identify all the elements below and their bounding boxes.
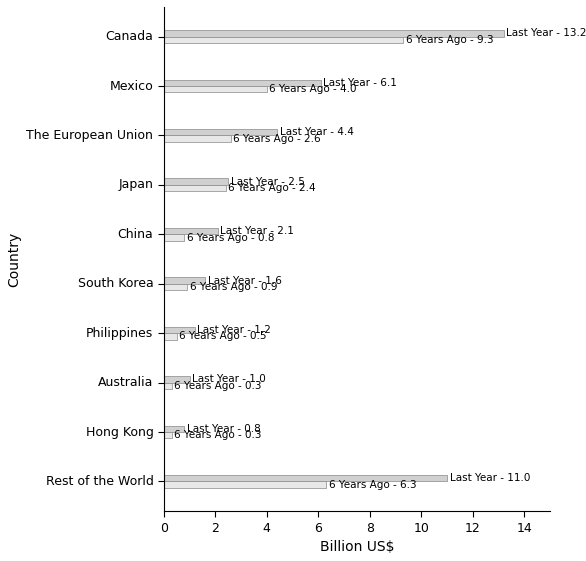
- Text: 6 Years Ago - 0.3: 6 Years Ago - 0.3: [174, 430, 261, 440]
- Bar: [164, 481, 326, 488]
- Bar: [164, 36, 403, 43]
- Bar: [164, 475, 447, 481]
- Text: 6 Years Ago - 2.6: 6 Years Ago - 2.6: [233, 134, 321, 144]
- Text: Last Year - 2.1: Last Year - 2.1: [220, 226, 294, 236]
- Text: 6 Years Ago - 2.4: 6 Years Ago - 2.4: [228, 183, 316, 193]
- Bar: [164, 376, 189, 383]
- Bar: [164, 284, 187, 290]
- Text: Last Year - 2.5: Last Year - 2.5: [231, 177, 305, 187]
- Bar: [164, 327, 195, 333]
- Text: Last Year - 13.2: Last Year - 13.2: [506, 29, 586, 38]
- Bar: [164, 30, 504, 36]
- X-axis label: Billion US$: Billion US$: [319, 540, 394, 554]
- Text: 6 Years Ago - 0.3: 6 Years Ago - 0.3: [174, 381, 261, 391]
- Bar: [164, 426, 185, 432]
- Text: 6 Years Ago - 0.5: 6 Years Ago - 0.5: [179, 332, 267, 341]
- Bar: [164, 135, 231, 142]
- Bar: [164, 228, 218, 234]
- Bar: [164, 185, 226, 191]
- Bar: [164, 178, 228, 185]
- Bar: [164, 432, 172, 439]
- Text: Last Year - 11.0: Last Year - 11.0: [449, 473, 530, 483]
- Bar: [164, 129, 277, 135]
- Text: Last Year - 6.1: Last Year - 6.1: [323, 78, 397, 88]
- Text: 6 Years Ago - 9.3: 6 Years Ago - 9.3: [406, 35, 493, 45]
- Text: 6 Years Ago - 6.3: 6 Years Ago - 6.3: [329, 480, 416, 490]
- Bar: [164, 333, 176, 339]
- Text: Last Year - 1.0: Last Year - 1.0: [192, 374, 266, 384]
- Text: 6 Years Ago - 0.9: 6 Years Ago - 0.9: [189, 282, 277, 292]
- Text: Last Year - 4.4: Last Year - 4.4: [280, 127, 353, 137]
- Text: Last Year - 1.6: Last Year - 1.6: [207, 275, 281, 286]
- Text: Last Year - 0.8: Last Year - 0.8: [187, 424, 261, 434]
- Bar: [164, 383, 172, 389]
- Text: Last Year - 1.2: Last Year - 1.2: [197, 325, 271, 335]
- Bar: [164, 234, 185, 241]
- Bar: [164, 86, 267, 93]
- Text: 6 Years Ago - 4.0: 6 Years Ago - 4.0: [270, 84, 357, 94]
- Text: 6 Years Ago - 0.8: 6 Years Ago - 0.8: [187, 232, 274, 242]
- Bar: [164, 80, 321, 86]
- Y-axis label: Country: Country: [7, 231, 21, 287]
- Bar: [164, 277, 205, 284]
